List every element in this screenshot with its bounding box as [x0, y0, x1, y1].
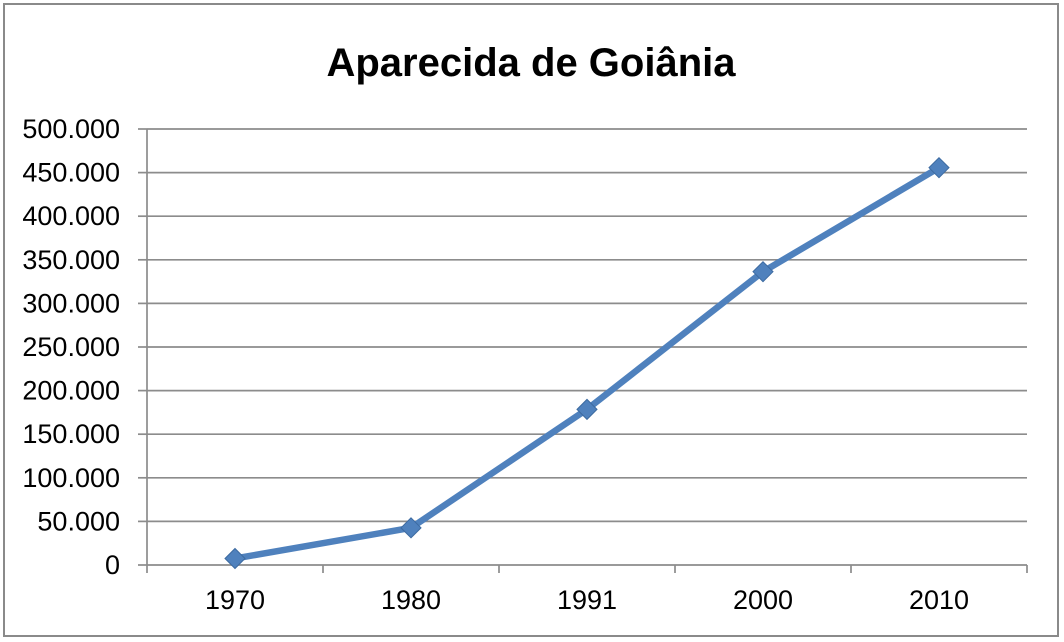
data-point-marker	[576, 398, 598, 421]
y-axis-label: 250.000	[22, 332, 120, 362]
y-axis-label: 400.000	[22, 201, 120, 231]
y-axis-label: 100.000	[22, 463, 120, 493]
y-axis-label: 200.000	[22, 376, 120, 406]
y-axis-label: 350.000	[22, 245, 120, 275]
y-axis-label: 300.000	[22, 288, 120, 318]
chart-frame: Aparecida de Goiânia	[3, 3, 1059, 637]
y-axis-label: 50.000	[37, 506, 120, 536]
data-point-marker	[928, 156, 950, 179]
chart-title: Aparecida de Goiânia	[326, 41, 736, 85]
x-axis-label: 1970	[205, 585, 265, 615]
y-axis-label: 450.000	[22, 158, 120, 188]
y-axis-label: 500.000	[22, 114, 120, 144]
data-point-marker	[752, 260, 774, 283]
y-axis-label: 0	[105, 550, 120, 580]
x-axis-label: 2000	[733, 585, 793, 615]
data-point-marker	[400, 517, 422, 539]
x-axis-label: 1980	[381, 585, 441, 615]
x-axis-label: 1991	[557, 585, 617, 615]
y-axis-label: 150.000	[22, 419, 120, 449]
data-point-marker	[224, 547, 246, 570]
x-axis-label: 2010	[909, 585, 969, 615]
series-line	[231, 164, 943, 562]
